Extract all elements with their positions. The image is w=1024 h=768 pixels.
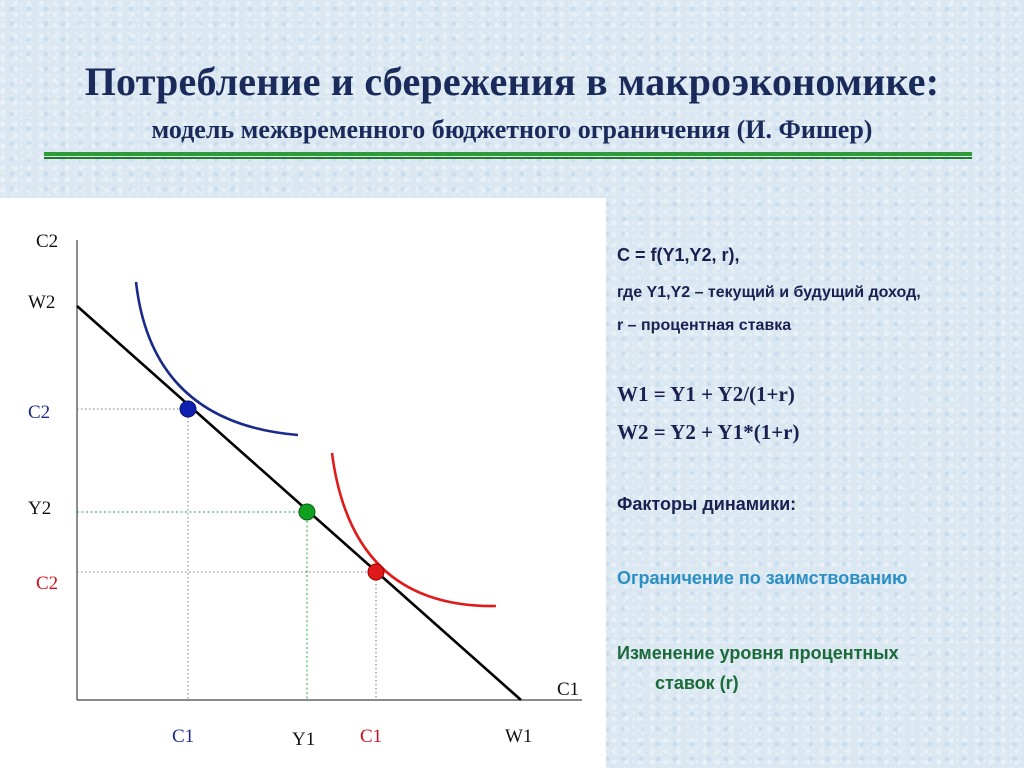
label-c1-blue: C1 — [172, 726, 195, 747]
fisher-diagram — [76, 240, 582, 701]
label-c2-axis: C2 — [36, 231, 59, 252]
factors-heading: Факторы динамики: — [617, 494, 797, 514]
label-c1-red: C1 — [360, 726, 383, 747]
title-underline-shadow — [44, 157, 972, 159]
formula-rate: r – процентная ставка — [617, 317, 792, 334]
guide-lines-green — [77, 511, 308, 700]
label-y1: Y1 — [292, 729, 316, 750]
title-underline — [44, 152, 972, 156]
label-c2-blue: C2 — [28, 402, 51, 423]
factor-borrowing-limit: Ограничение по заимствованию — [617, 568, 908, 588]
slide-subtitle: модель межвременного бюджетного ограниче… — [151, 115, 873, 144]
label-w1: W1 — [505, 726, 533, 747]
label-c1-axis: C1 — [557, 679, 580, 700]
budget-line — [76, 305, 522, 701]
guide-lines — [77, 408, 377, 700]
formula-where: где Y1,Y2 – текущий и будущий доход, — [617, 284, 921, 301]
formula-w1: W1 = Y1 + Y2/(1+r) — [617, 382, 795, 406]
point-green — [298, 503, 316, 521]
factor-interest-rate-line1: Изменение уровня процентных — [617, 643, 899, 663]
formula-consumption: C = f(Y1,Y2, r), — [617, 245, 740, 265]
indifference-curve-red — [330, 452, 497, 608]
label-w2: W2 — [28, 292, 56, 313]
label-y2: Y2 — [28, 498, 52, 519]
point-red — [367, 563, 385, 581]
factor-interest-rate-line2: ставок (r) — [655, 673, 739, 693]
slide-title: Потребление и сбережения в макроэкономик… — [84, 59, 940, 104]
diagram-panel: C2 W2 C2 Y2 C2 C1 C1 Y1 C1 W1 — [0, 198, 606, 768]
label-c2-red: C2 — [36, 573, 59, 594]
formula-w2: W2 = Y2 + Y1*(1+r) — [617, 420, 800, 444]
point-blue — [179, 400, 197, 418]
indifference-curve-blue — [134, 281, 299, 437]
